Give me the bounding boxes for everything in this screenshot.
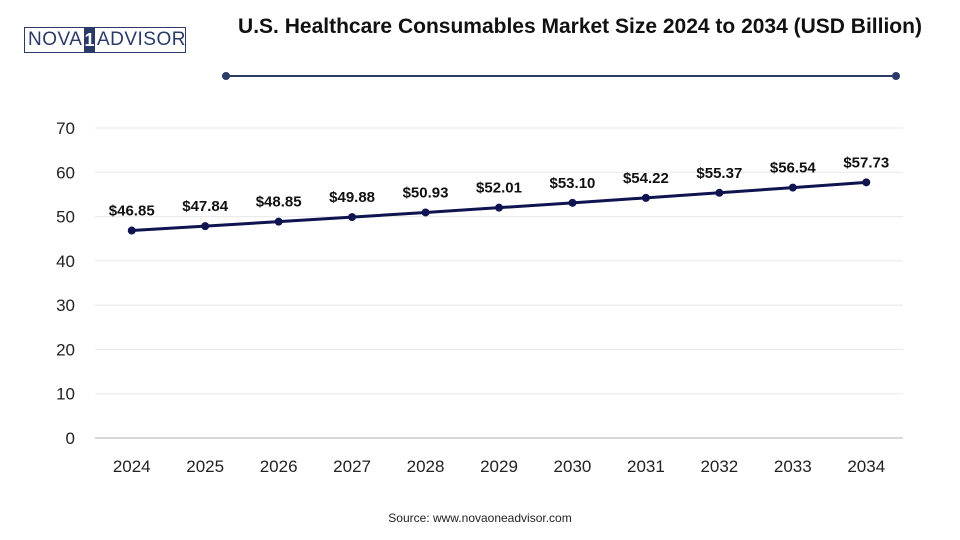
data-point — [274, 217, 283, 226]
data-point — [421, 208, 430, 217]
y-tick-label: 20 — [56, 340, 75, 359]
data-label: $52.01 — [476, 180, 522, 197]
data-label: $47.84 — [182, 198, 229, 215]
x-tick-label: 2030 — [554, 457, 592, 476]
data-point — [201, 222, 210, 231]
data-label: $50.93 — [403, 184, 449, 201]
logo-text-one: 1 — [84, 28, 95, 52]
y-tick-label: 50 — [56, 208, 75, 227]
series-layer — [127, 178, 871, 235]
logo-text-nova: NOVA — [28, 29, 83, 50]
underline-dot-right — [892, 72, 900, 80]
grid-layer — [95, 127, 903, 395]
x-tick-label: 2032 — [700, 457, 738, 476]
x-tick-label: 2025 — [186, 457, 224, 476]
y-tick-label: 30 — [56, 296, 75, 315]
data-label: $55.37 — [696, 165, 742, 182]
y-tick-label: 60 — [56, 163, 75, 182]
underline-bar — [226, 75, 896, 77]
data-label: $48.85 — [256, 194, 302, 211]
data-label: $56.54 — [770, 160, 817, 177]
x-tick-label: 2026 — [260, 457, 298, 476]
data-point — [641, 193, 650, 202]
x-tick-label: 2029 — [480, 457, 518, 476]
y-tick-label: 40 — [56, 252, 75, 271]
logo-text-advisor: ADVISOR — [96, 29, 186, 50]
data-point — [862, 178, 871, 187]
x-tick-label: 2024 — [113, 457, 151, 476]
data-label: $49.88 — [329, 189, 375, 206]
data-label: $54.22 — [623, 170, 669, 187]
chart-title: U.S. Healthcare Consumables Market Size … — [238, 15, 922, 38]
y-tick-label: 0 — [66, 429, 75, 448]
data-point — [495, 203, 503, 212]
x-tick-label: 2034 — [847, 457, 885, 476]
data-label: $53.10 — [550, 175, 596, 192]
source-note: Source: www.novaoneadvisor.com — [388, 511, 572, 525]
data-point — [715, 188, 724, 197]
x-tick-label: 2028 — [407, 457, 445, 476]
x-tick-label: 2033 — [774, 457, 812, 476]
data-label: $46.85 — [109, 203, 155, 220]
y-tick-label: 70 — [56, 119, 75, 138]
x-tick-label: 2027 — [333, 457, 371, 476]
data-point — [568, 198, 577, 207]
data-label: $57.73 — [843, 154, 889, 171]
nova-one-advisor-logo: NOVA 1 ADVISOR — [24, 27, 186, 53]
underline-dot-left — [222, 72, 230, 80]
x-tick-label: 2031 — [627, 457, 665, 476]
data-point — [348, 213, 357, 222]
data-point — [127, 226, 136, 235]
data-label-layer: $46.85 $47.84 $48.85 $49.88 $50.93 $52.01 $53.… — [109, 154, 889, 219]
title-underline-decoration — [222, 72, 900, 80]
data-point — [788, 183, 797, 192]
y-tick-label: 10 — [56, 385, 75, 404]
